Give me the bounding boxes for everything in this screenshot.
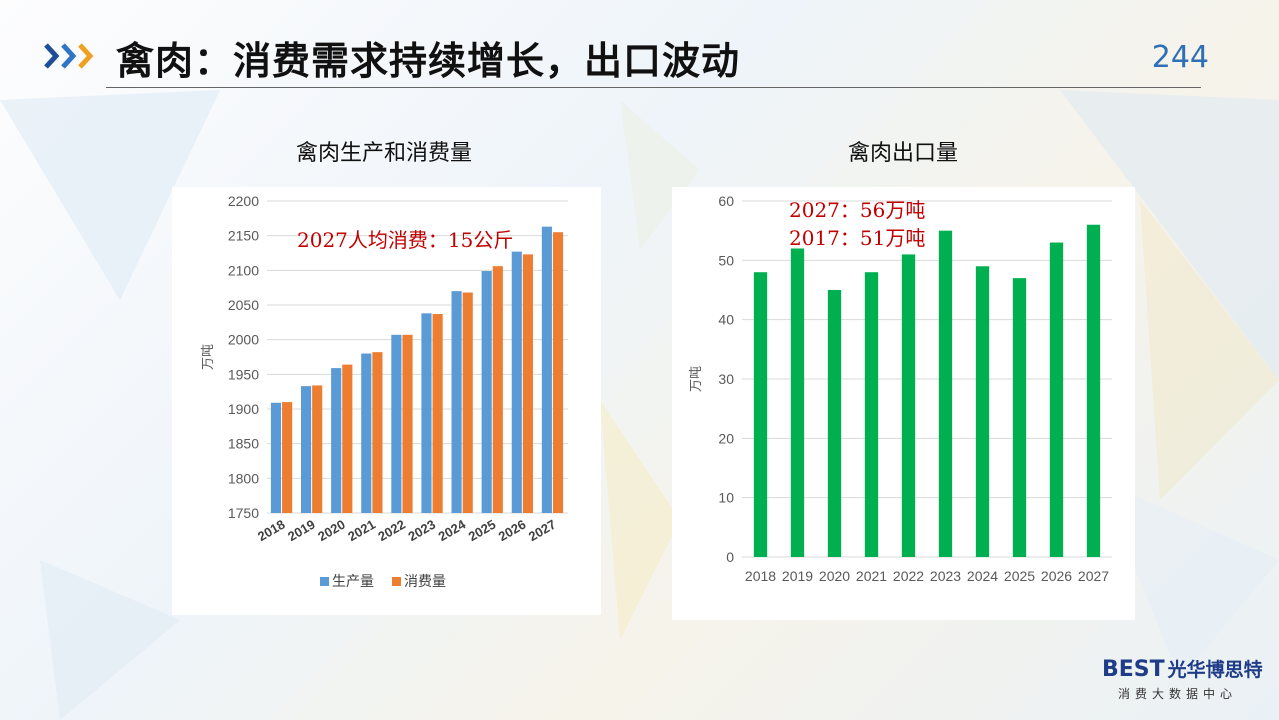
- x-tick-label: 2024: [967, 568, 998, 584]
- logo-mark: BEST: [1102, 657, 1165, 682]
- legend-swatch: [320, 577, 329, 586]
- logo-wordmark: BEST 光华博思特: [1102, 655, 1263, 682]
- bar-export-2027: [1086, 224, 1101, 557]
- x-tick-label: 2021: [345, 517, 378, 544]
- bar-export-2019: [790, 248, 805, 557]
- y-tick-label: 10: [718, 490, 734, 506]
- bar-生产量-2019: [301, 386, 312, 513]
- bar-消费量-2018: [282, 402, 293, 513]
- x-tick-label: 2026: [496, 517, 529, 544]
- export-chart: 0 10 20 30 40 50 60 万吨 2018 2019 2020 2021 2022 2023 2…: [689, 193, 1112, 584]
- y-tick-label: 1900: [228, 401, 259, 417]
- y-tick-label: 20: [718, 430, 734, 446]
- bar-消费量-2020: [342, 364, 353, 513]
- chart-panel-export: 0 10 20 30 40 50 60 万吨 2018 2019 2020 2021 2022 2023 2…: [672, 187, 1135, 620]
- bar-export-2018: [753, 272, 768, 557]
- bar-export-2025: [1012, 278, 1027, 557]
- chart-annotation: 2027：56万吨: [789, 198, 926, 222]
- y-tick-label: 0: [726, 549, 734, 565]
- chart-annotation: 2017：51万吨: [789, 226, 926, 250]
- bar-export-2023: [938, 230, 953, 557]
- chart-title-export: 禽肉出口量: [848, 141, 959, 166]
- legend-swatch: [392, 577, 401, 586]
- x-tick-label: 2020: [819, 568, 850, 584]
- bar-消费量-2025: [492, 266, 503, 513]
- bar-export-2022: [901, 254, 916, 557]
- production-consumption-chart: 1750 1800 1850 1900 1950 2000 2050 2100 2150 2200…: [201, 193, 568, 590]
- header-divider: [106, 87, 1201, 88]
- bar-export-2026: [1049, 242, 1064, 557]
- x-tick-label: 2018: [255, 517, 288, 544]
- x-tick-label: 2023: [930, 568, 961, 584]
- bar-生产量-2022: [391, 334, 402, 513]
- bar-生产量-2027: [541, 226, 552, 514]
- chart-annotation: 2027人均消费：15公斤: [297, 228, 514, 252]
- bar-消费量-2023: [432, 314, 443, 513]
- y-tick-label: 1850: [228, 436, 259, 452]
- bar-消费量-2021: [372, 352, 383, 513]
- page-title: 禽肉：消费需求持续增长，出口波动: [116, 39, 741, 83]
- y-tick-label: 2050: [228, 297, 259, 313]
- bar-export-2021: [864, 272, 879, 557]
- y-axis-label: 万吨: [201, 344, 216, 370]
- company-logo: BEST 光华博思特 消费大数据中心: [1102, 655, 1264, 705]
- logo-tagline: 消费大数据中心: [1118, 687, 1238, 701]
- bar-export-2024: [975, 266, 990, 557]
- x-tick-label: 2025: [1004, 568, 1035, 584]
- y-tick-label: 2000: [228, 332, 259, 348]
- x-tick-label: 2022: [893, 568, 924, 584]
- x-tick-label: 2023: [406, 517, 439, 544]
- y-tick-label: 2150: [228, 228, 259, 244]
- x-tick-label: 2018: [745, 568, 776, 584]
- bar-消费量-2027: [552, 232, 564, 513]
- x-tick-label: 2021: [856, 568, 887, 584]
- logo-name: 光华博思特: [1167, 659, 1263, 681]
- y-tick-label: 1950: [228, 366, 259, 382]
- x-tick-label: 2019: [782, 568, 813, 584]
- y-tick-label: 40: [718, 312, 734, 328]
- page-number: 244: [1151, 40, 1209, 75]
- bar-export-2020: [827, 290, 842, 557]
- x-tick-label: 2027: [1078, 568, 1109, 584]
- x-tick-label: 2024: [436, 516, 469, 544]
- bar-生产量-2020: [331, 368, 342, 513]
- bar-消费量-2024: [462, 292, 473, 513]
- x-tick-label: 2027: [526, 517, 559, 544]
- x-tick-label: 2025: [466, 517, 499, 544]
- chart-title-production-consumption: 禽肉生产和消费量: [296, 141, 473, 166]
- y-tick-label: 30: [718, 371, 734, 387]
- slide-header: 禽肉：消费需求持续增长，出口波动 244: [0, 0, 1279, 96]
- x-tick-label: 2019: [285, 517, 318, 544]
- bar-生产量-2018: [270, 402, 282, 513]
- y-tick-label: 50: [718, 252, 734, 268]
- legend-label: 消费量: [404, 574, 446, 590]
- y-axis-label: 万吨: [689, 366, 704, 392]
- bar-消费量-2019: [312, 385, 323, 513]
- bar-生产量-2021: [361, 353, 372, 513]
- bar-生产量-2026: [511, 251, 522, 513]
- x-tick-label: 2020: [315, 517, 348, 544]
- x-tick-label: 2026: [1041, 568, 1072, 584]
- bar-消费量-2026: [522, 254, 533, 513]
- bar-生产量-2024: [451, 291, 462, 513]
- y-tick-label: 2200: [228, 193, 259, 209]
- chevron-arrows-icon: [44, 43, 94, 69]
- y-tick-label: 1800: [228, 470, 259, 486]
- bar-生产量-2025: [481, 271, 492, 513]
- legend-label: 生产量: [332, 574, 374, 590]
- y-tick-label: 60: [718, 193, 734, 209]
- bar-消费量-2022: [402, 334, 413, 513]
- bar-生产量-2023: [421, 313, 432, 513]
- chart-panel-production-consumption: 1750 1800 1850 1900 1950 2000 2050 2100 2150 2200…: [172, 187, 601, 615]
- y-tick-label: 2100: [228, 262, 259, 278]
- x-tick-label: 2022: [375, 517, 408, 544]
- y-tick-label: 1750: [228, 505, 259, 521]
